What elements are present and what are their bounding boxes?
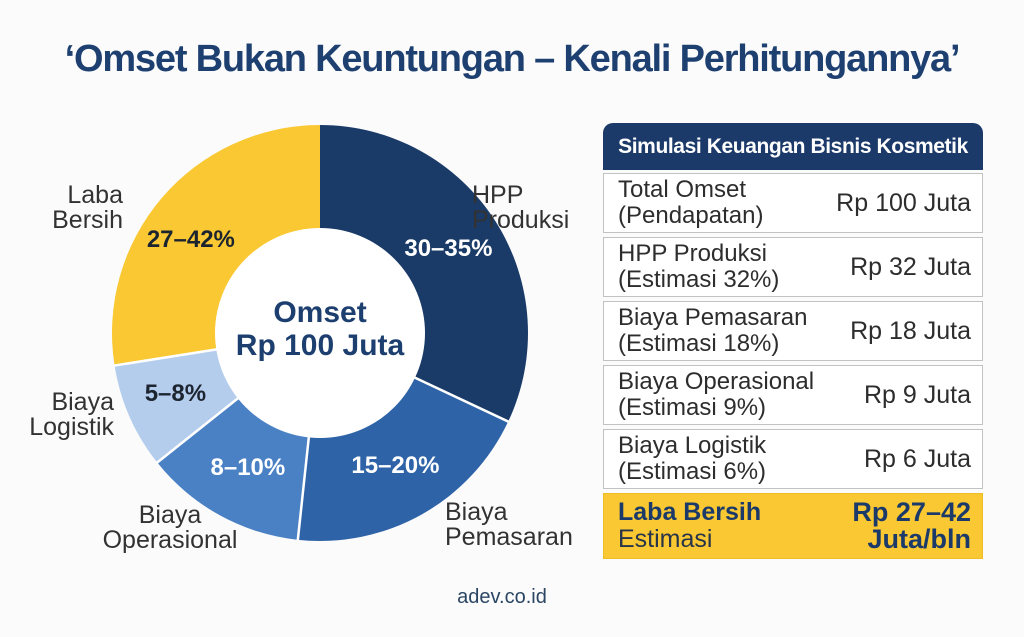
donut-segment-biaya-pemasaran bbox=[297, 377, 509, 541]
row-label-line: (Estimasi 32%) bbox=[618, 266, 780, 293]
row-label-line: Total Omset bbox=[618, 176, 747, 203]
row-value: Rp 6 Juta bbox=[863, 444, 971, 473]
row-value: Rp 32 Juta bbox=[850, 252, 971, 281]
row-label-line: (Estimasi 6%) bbox=[618, 458, 767, 485]
row-value-line: Rp 32 Juta bbox=[850, 252, 971, 281]
percent-label-hpp-produksi: 30–35% bbox=[404, 235, 492, 262]
row-value-line: Juta/bln bbox=[867, 524, 971, 554]
segment-label-line: Biaya bbox=[445, 498, 508, 526]
footer-site-name: adev.co.id bbox=[457, 586, 547, 608]
segment-label-line: HPP bbox=[472, 181, 524, 209]
row-label: HPP Produksi (Estimasi 32%) bbox=[618, 241, 779, 293]
percent-label-laba-bersih: 27–42% bbox=[147, 226, 235, 253]
segment-label-line: Laba bbox=[67, 181, 123, 209]
segment-label-biaya-operasional: Biaya Operasional bbox=[20, 503, 320, 553]
segment-label-biaya-pemasaran: Biaya Pemasaran bbox=[445, 500, 573, 550]
segment-label-line: Biaya bbox=[51, 388, 114, 416]
segment-label-line: Logistik bbox=[29, 413, 114, 441]
row-label-line: HPP Produksi bbox=[618, 240, 767, 267]
row-label-line: (Estimasi 9%) bbox=[618, 394, 767, 421]
segment-label-line: Operasional bbox=[102, 526, 238, 554]
row-label-line: Laba Bersih bbox=[618, 498, 762, 526]
row-value-line: Rp 18 Juta bbox=[850, 316, 971, 345]
segment-label-biaya-logistik: Biaya Logistik bbox=[0, 390, 114, 440]
donut-segment-laba-bersih bbox=[111, 125, 320, 366]
donut-segment-biaya-logistik bbox=[114, 349, 239, 463]
percent-label-biaya-operasional: 8–10% bbox=[211, 454, 286, 481]
segment-label-line: Pemasaran bbox=[445, 523, 573, 551]
table-row: HPP Produksi (Estimasi 32%) Rp 32 Juta bbox=[603, 237, 983, 297]
percent-label-biaya-logistik: 5–8% bbox=[145, 380, 206, 407]
page-title: ‘Omset Bukan Keuntungan – Kenali Perhitu… bbox=[64, 38, 961, 80]
table-row: Laba Bersih Estimasi Rp 27–42 Juta/bln bbox=[603, 493, 983, 559]
row-value: Rp 100 Juta bbox=[836, 188, 971, 217]
simulation-table: Simulasi Keuangan Bisnis Kosmetik Total … bbox=[603, 123, 983, 559]
row-label: Biaya Logistik (Estimasi 6%) bbox=[618, 433, 766, 485]
row-label-line: Biaya Operasional bbox=[618, 368, 815, 395]
segment-label-line: Produksi bbox=[472, 206, 570, 234]
segment-divider bbox=[412, 375, 510, 424]
segment-divider bbox=[113, 347, 219, 367]
donut-hole bbox=[215, 228, 425, 438]
row-label-line: Biaya Logistik bbox=[618, 432, 767, 459]
table-row: Total Omset (Pendapatan) Rp 100 Juta bbox=[603, 173, 983, 233]
segment-divider bbox=[155, 396, 241, 465]
row-value-line: Rp 6 Juta bbox=[863, 444, 971, 473]
percent-label-biaya-pemasaran: 15–20% bbox=[351, 452, 439, 479]
row-value-line: Rp 27–42 bbox=[852, 497, 971, 527]
segment-label-line: Biaya bbox=[138, 501, 202, 529]
row-value-line: Rp 9 Juta bbox=[863, 380, 971, 409]
segment-divider bbox=[296, 435, 311, 541]
donut-center-label: Omset Rp 100 Juta bbox=[210, 296, 430, 362]
segment-label-hpp-produksi: HPP Produksi bbox=[472, 183, 569, 233]
row-value: Rp 9 Juta bbox=[863, 380, 971, 409]
row-value-line: Rp 100 Juta bbox=[836, 188, 971, 217]
row-label-line: Biaya Pemasaran bbox=[618, 304, 808, 331]
center-label-line2: Rp 100 Juta bbox=[235, 329, 405, 362]
row-label: Biaya Operasional (Estimasi 9%) bbox=[618, 369, 814, 421]
row-value: Rp 18 Juta bbox=[850, 316, 971, 345]
segment-label-line: Bersih bbox=[52, 206, 123, 234]
row-label-line: (Estimasi 18%) bbox=[618, 330, 780, 357]
row-label: Biaya Pemasaran (Estimasi 18%) bbox=[618, 305, 807, 357]
row-value: Rp 27–42 Juta/bln bbox=[852, 499, 971, 553]
table-header: Simulasi Keuangan Bisnis Kosmetik bbox=[603, 123, 983, 170]
row-label-line: (Pendapatan) bbox=[618, 202, 764, 229]
table-row: Biaya Pemasaran (Estimasi 18%) Rp 18 Juta bbox=[603, 301, 983, 361]
segment-label-laba-bersih: Laba Bersih bbox=[0, 183, 123, 233]
table-row: Biaya Logistik (Estimasi 6%) Rp 6 Juta bbox=[603, 429, 983, 489]
row-label: Total Omset (Pendapatan) bbox=[618, 177, 763, 229]
row-label: Laba Bersih Estimasi bbox=[618, 499, 761, 553]
row-label-line: Estimasi bbox=[618, 525, 713, 553]
table-row: Biaya Operasional (Estimasi 9%) Rp 9 Juta bbox=[603, 365, 983, 425]
donut-segment-hpp-produksi bbox=[320, 125, 529, 422]
center-label-line1: Omset bbox=[273, 296, 367, 329]
